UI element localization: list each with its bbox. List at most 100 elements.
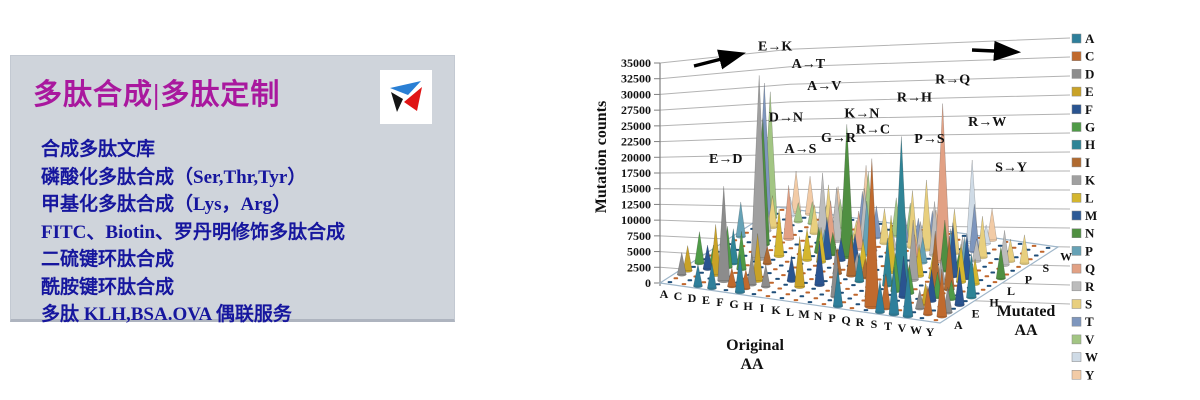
mutated-aa-letter: P <box>1025 273 1032 287</box>
mutation-annotation: R→H <box>897 90 932 105</box>
zero-dash <box>876 278 882 281</box>
zero-dash <box>823 280 828 283</box>
mutation-cone <box>746 253 757 285</box>
mutation-cone <box>943 236 955 290</box>
zero-dash <box>769 281 774 284</box>
mutation-cone <box>802 228 813 261</box>
mutation-cone <box>946 280 957 300</box>
zero-dash <box>919 317 925 320</box>
zero-dash <box>777 287 783 290</box>
zero-dash <box>851 284 856 287</box>
mutation-cone <box>846 234 857 276</box>
service-list: 合成多肽文库 磷酸化多肽合成（Ser,Thr,Tyr） 甲基化多肽合成（Lys，… <box>33 136 438 329</box>
zero-dash <box>806 268 812 271</box>
service-item: FITC、Biotin、罗丹明修饰多肽合成 <box>41 221 346 243</box>
legend-label: K <box>1085 173 1096 188</box>
zero-dash <box>687 279 693 282</box>
legend-swatch <box>1071 352 1082 362</box>
original-aa-letter: D <box>688 291 697 305</box>
zero-dash <box>1016 265 1021 268</box>
zero-dash <box>1004 273 1010 276</box>
zero-dash <box>980 288 986 291</box>
original-aa-letter: S <box>871 317 878 331</box>
original-aa-letter: L <box>786 305 794 319</box>
mutation-cone <box>854 252 865 282</box>
zero-dash <box>744 231 749 234</box>
legend-label: L <box>1085 190 1094 205</box>
y-tick-label: 2500 <box>627 260 651 274</box>
zero-dash <box>986 252 991 255</box>
x-axis-title: AA <box>740 356 764 373</box>
zero-dash <box>978 279 984 282</box>
original-aa-letter: A <box>660 287 669 301</box>
zero-dash <box>799 295 805 298</box>
mutation-cone <box>710 224 722 275</box>
zero-dash <box>770 258 776 261</box>
mutation-cone <box>977 216 988 258</box>
mutation-cone <box>971 238 982 262</box>
zero-dash <box>779 297 785 300</box>
mutation-cone <box>821 217 833 259</box>
y-tick-label: 0 <box>645 276 651 290</box>
mutation-cone <box>693 264 703 287</box>
legend-label: A <box>1085 31 1095 46</box>
direction-arrow-left <box>693 49 746 70</box>
mutation-cone <box>694 231 705 264</box>
zero-dash <box>699 271 704 274</box>
service-item: 磷酸化多肽合成（Ser,Thr,Tyr） <box>41 166 307 188</box>
zero-dash <box>849 307 855 310</box>
zero-dash <box>812 264 818 267</box>
mutation-cone <box>727 267 737 287</box>
legend-label: N <box>1085 226 1095 241</box>
mutation-cone <box>735 201 746 237</box>
zero-dash <box>811 287 816 290</box>
zero-dash <box>829 276 834 279</box>
original-aa-letter: V <box>898 321 907 335</box>
zero-dash <box>961 234 967 237</box>
mutation-cone <box>752 233 763 281</box>
mutation-cone <box>926 269 937 302</box>
zero-dash <box>793 299 799 302</box>
mutation-cone <box>1005 239 1016 262</box>
original-aa-letter: E <box>702 293 710 307</box>
zero-dash <box>673 277 679 280</box>
zero-dash <box>715 283 721 286</box>
legend-label: H <box>1085 137 1095 152</box>
original-aa-letter: Y <box>926 325 935 339</box>
mutation-cone <box>790 171 802 213</box>
zero-dash <box>853 293 858 296</box>
original-aa-letter: T <box>884 319 892 333</box>
zero-dash <box>1017 242 1023 245</box>
zero-dash <box>691 265 696 268</box>
zero-dash <box>933 319 939 322</box>
legend-swatch <box>1071 69 1082 79</box>
mutation-cone <box>922 285 933 315</box>
mutation-cone <box>832 268 844 307</box>
mutated-aa-letter: W <box>1060 250 1072 264</box>
mutation-cone <box>954 267 965 306</box>
zero-dash <box>988 261 993 264</box>
zero-dash <box>1028 258 1033 261</box>
zero-dash <box>773 268 778 271</box>
promo-panel: 多肽合成|多肽定制 合成多肽文库 磷酸化多肽合成（Ser,Thr,Tyr） 甲基… <box>10 55 455 325</box>
service-item: 甲基化多肽合成（Lys，Arg） <box>41 194 292 215</box>
zero-dash <box>878 255 884 258</box>
zero-dash <box>1033 254 1039 257</box>
mutation-cone <box>831 187 842 242</box>
zero-dash <box>990 271 996 274</box>
mutation-cone <box>767 195 778 228</box>
mutation-cone <box>879 208 890 244</box>
zero-dash <box>827 299 833 302</box>
legend-label: G <box>1085 120 1095 135</box>
legend-swatch <box>1071 334 1082 345</box>
zero-dash <box>991 248 997 251</box>
zero-dash <box>805 291 811 294</box>
zero-dash <box>926 257 931 260</box>
y-tick-label: 25000 <box>621 119 651 133</box>
y-tick-label: 12500 <box>621 197 651 211</box>
zero-dash <box>859 289 864 292</box>
zero-dash <box>794 243 800 246</box>
y-tick-label: 17500 <box>621 166 651 180</box>
zero-dash <box>771 291 777 294</box>
